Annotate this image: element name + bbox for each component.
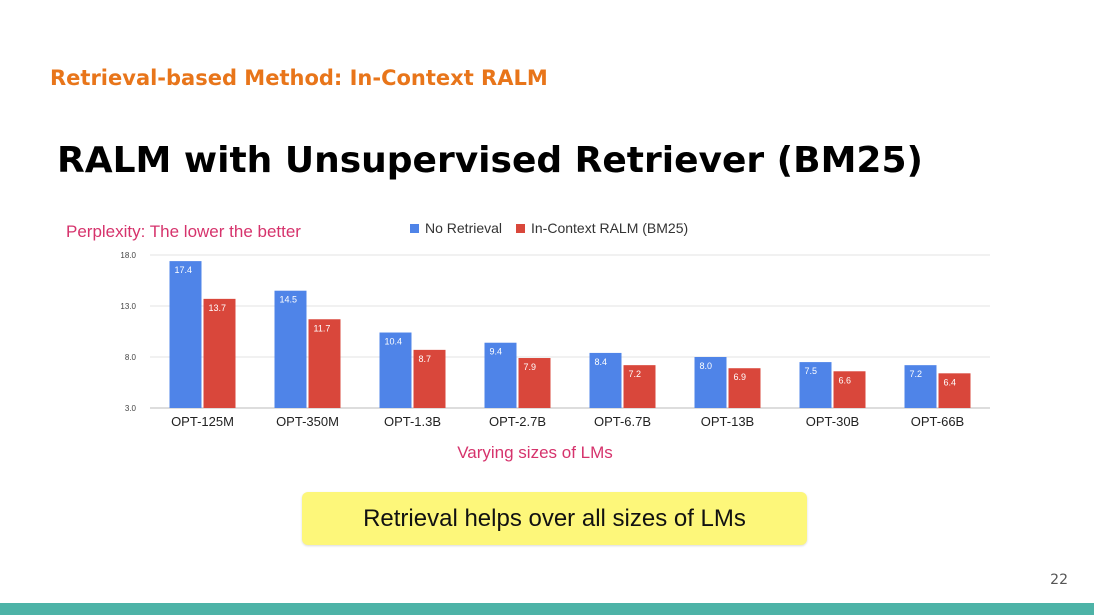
bar-in-context-ralm (938, 373, 971, 408)
y-tick-label: 18.0 (120, 251, 136, 260)
legend-label-in-context-ralm: In-Context RALM (BM25) (531, 220, 688, 236)
legend-swatch-in-context-ralm (516, 224, 525, 233)
bar-no-retrieval (169, 261, 202, 408)
bar-value-label: 7.2 (910, 369, 923, 379)
bar-value-label: 14.5 (280, 295, 298, 305)
bar-in-context-ralm (413, 349, 446, 408)
chart-legend: No Retrieval In-Context RALM (BM25) (410, 220, 688, 236)
key-takeaway-callout: Retrieval helps over all sizes of LMs (302, 492, 807, 545)
x-tick-label: OPT-13B (701, 414, 754, 429)
x-tick-label: OPT-30B (806, 414, 859, 429)
bar-in-context-ralm (623, 365, 656, 408)
bar-in-context-ralm (518, 358, 551, 408)
x-tick-label: OPT-350M (276, 414, 339, 429)
bar-in-context-ralm (728, 368, 761, 408)
bar-in-context-ralm (308, 319, 341, 408)
page-number: 22 (1050, 572, 1068, 588)
x-axis: OPT-125M OPT-350M OPT-1.3B OPT-2.7B OPT-6.7B… (171, 414, 964, 429)
bar-no-retrieval (484, 342, 517, 408)
y-tick-label: 8.0 (125, 353, 137, 362)
bar-value-label: 7.5 (805, 366, 818, 376)
bar-no-retrieval (589, 352, 622, 408)
legend-label-no-retrieval: No Retrieval (425, 220, 502, 236)
section-title: Retrieval-based Method: In-Context RALM (50, 66, 548, 90)
legend-swatch-no-retrieval (410, 224, 419, 233)
bar-value-label: 17.4 (175, 265, 193, 275)
x-tick-label: OPT-6.7B (594, 414, 651, 429)
bar-value-label: 8.0 (700, 361, 713, 371)
bar-value-label: 6.9 (734, 372, 747, 382)
bar-no-retrieval (694, 357, 727, 408)
x-tick-label: OPT-2.7B (489, 414, 546, 429)
bar-value-label: 6.6 (839, 375, 852, 385)
bar-value-label: 6.4 (944, 377, 957, 387)
bar-series: 17.4 13.7 14.5 11.7 10.4 8.7 9.4 7.9 8.4 7.2 8.0 6.… (169, 261, 971, 408)
bar-value-label: 9.4 (490, 347, 503, 357)
bar-in-context-ralm (203, 298, 236, 408)
bar-value-label: 13.7 (209, 303, 227, 313)
bar-value-label: 8.7 (419, 354, 432, 364)
x-tick-label: OPT-125M (171, 414, 234, 429)
bar-no-retrieval (904, 365, 937, 408)
bar-value-label: 7.9 (524, 362, 537, 372)
slide-title: RALM with Unsupervised Retriever (BM25) (57, 140, 923, 181)
x-axis-label: Varying sizes of LMs (457, 443, 613, 462)
bar-value-label: 11.7 (314, 323, 331, 333)
bar-value-label: 7.2 (629, 369, 642, 379)
y-tick-label: 3.0 (125, 404, 137, 413)
perplexity-bar-chart: Perplexity: The lower the better No Retr… (66, 220, 990, 462)
bar-value-label: 10.4 (385, 337, 403, 347)
chart-title: Perplexity: The lower the better (66, 222, 301, 241)
bar-no-retrieval (274, 290, 307, 408)
bar-in-context-ralm (833, 371, 866, 408)
y-tick-label: 13.0 (120, 302, 136, 311)
bar-no-retrieval (799, 362, 832, 408)
x-tick-label: OPT-66B (911, 414, 964, 429)
bar-value-label: 8.4 (595, 357, 608, 367)
footer-bar (0, 603, 1094, 615)
x-tick-label: OPT-1.3B (384, 414, 441, 429)
bar-no-retrieval (379, 332, 412, 408)
